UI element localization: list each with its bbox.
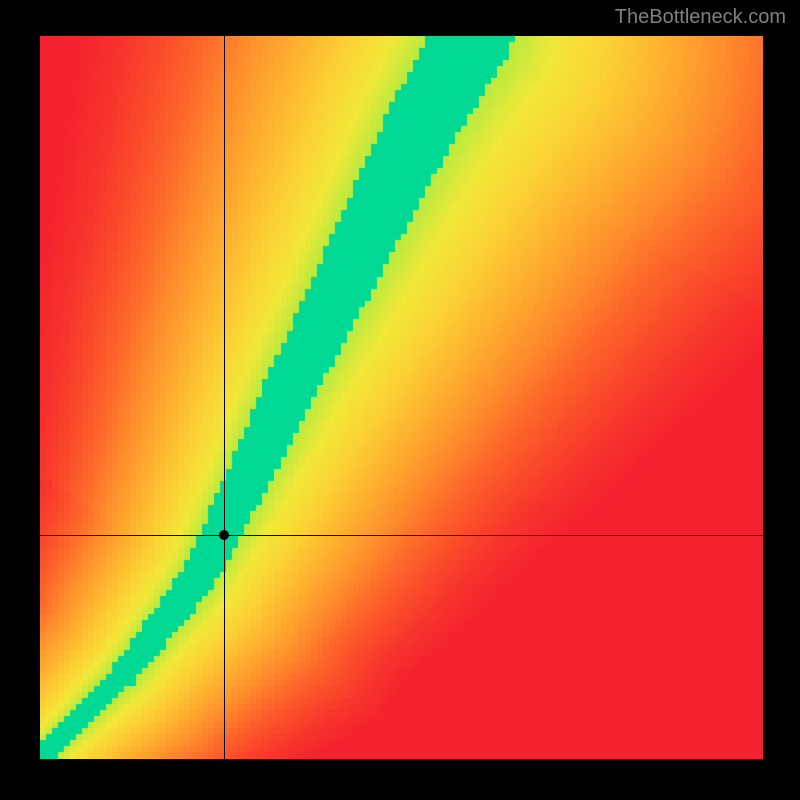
crosshair-dot — [219, 530, 229, 540]
heatmap-canvas — [40, 36, 763, 759]
bottleneck-heatmap — [40, 36, 763, 759]
crosshair-vertical — [224, 36, 225, 759]
watermark-text: TheBottleneck.com — [615, 6, 786, 29]
crosshair-horizontal — [40, 535, 763, 536]
